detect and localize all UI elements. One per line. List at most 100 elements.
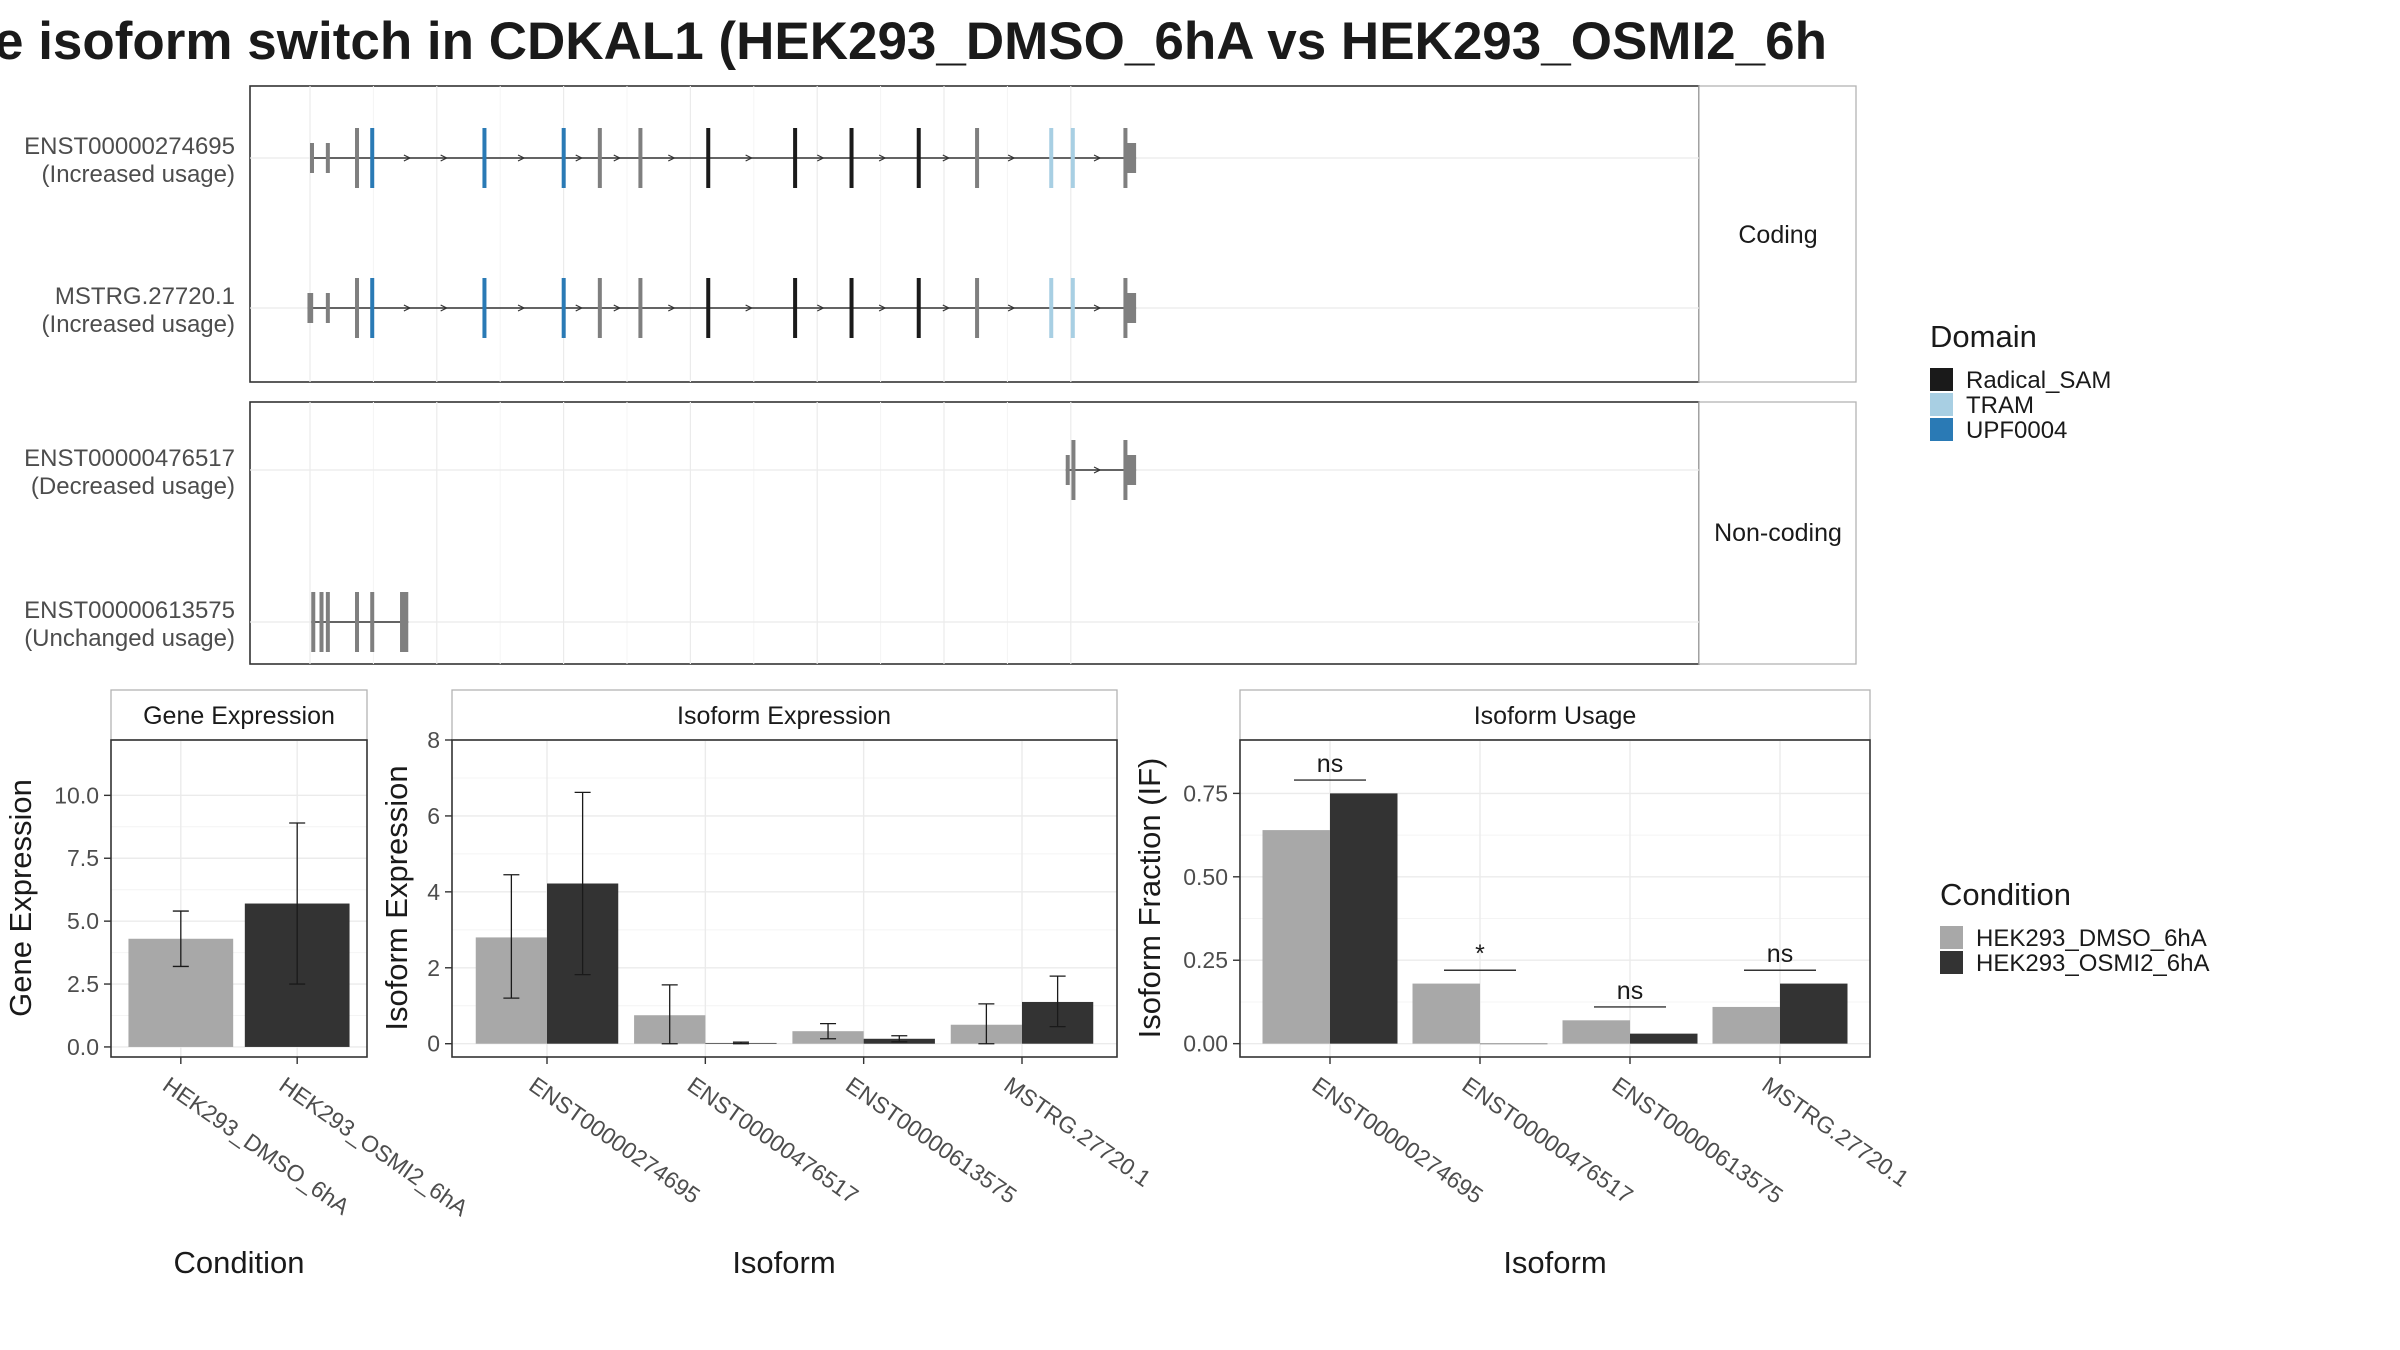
transcript-structure-panel: Coding Non-coding ENST00000274695 (Incre… [24,85,1857,665]
transcript-usage-1: (Increased usage) [42,161,235,188]
x-tick-label: MSTRG.27720.1 [999,1072,1155,1192]
strand-arrow [1093,304,1102,312]
bar-hek293-osmi2-6ha-enst00000476517 [1480,1043,1548,1045]
legend-label-tram: TRAM [1966,392,2034,419]
exon-upf0004 [370,278,375,338]
exon [355,128,360,188]
strand-arrow [575,154,584,162]
transcript-label-4: ENST00000613575 [24,597,235,624]
coding-facet-panel [249,85,1700,383]
exon-radical-sam [793,278,798,338]
strand-arrow [613,304,622,312]
isoform-usage-strip [1239,689,1871,741]
strand-arrow [878,154,887,162]
domain-legend-title: Domain [1930,319,2037,354]
y-tick-label: 6 [427,803,440,829]
strand-arrow [575,304,584,312]
bar-hek293-dmso-6ha-enst00000476517 [1412,983,1480,1044]
isoform-usage-title: Isoform Usage [1474,702,1637,730]
gene-expression-yticks: 0.0 2.5 5.0 7.5 10.0 [54,782,111,1060]
bar-hek293-dmso-6ha-mstrg-27720-1 [1712,1006,1780,1044]
x-tick-label: HEK293_DMSO_6hA [158,1072,355,1221]
bar-hek293-dmso-6ha-enst00000613575 [1562,1020,1630,1044]
bar-hek293-osmi2-6ha-enst00000274695 [1330,793,1398,1044]
y-tick-label: 2 [427,955,440,981]
isoform-usage-xlabel: Isoform [1503,1245,1606,1280]
noncoding-strip [1698,401,1857,665]
strand-arrow [1007,304,1016,312]
x-tick-label: HEK293_OSMI2_6hA [275,1072,474,1222]
exon-tram [1070,278,1075,338]
exon [975,128,980,188]
exon [355,592,360,652]
y-tick-label: 7.5 [67,845,99,871]
isoform-expression-title: Isoform Expression [677,702,891,730]
isoform-expression-yticks: 0 2 4 6 8 [427,727,452,1057]
transcript-usage-4: (Unchanged usage) [24,625,235,652]
domain-legend: Domain Radical_SAM TRAM UPF0004 [1930,319,2111,444]
gene-expression-strip [110,689,368,741]
isoform-expression-xlabel: Isoform [732,1245,835,1280]
exon [370,592,375,652]
isoform-expression-chart: Isoform Expression 0 2 4 6 8 ENST00000274695… [379,689,1156,1280]
exon-tram [1049,278,1054,338]
bar-hek293-osmi2-6ha-enst00000613575 [1630,1033,1698,1044]
x-tick-label: MSTRG.27720.1 [1757,1072,1913,1192]
legend-label-osmi2: HEK293_OSMI2_6hA [1976,950,2209,977]
legend-swatch-upf0004 [1930,418,1953,441]
strand-arrow [942,154,951,162]
exon [638,128,643,188]
strand-arrow [1093,466,1102,474]
noncoding-facet-panel [249,401,1700,665]
exon [597,128,602,188]
transcript-usage-2: (Increased usage) [42,311,235,338]
isoform-usage-xticks: ENST00000274695ENST00000476517ENST000006… [1307,1057,1914,1209]
isoform-expression-bars [475,791,1094,1045]
strand-arrow [817,304,825,312]
strand-arrow [403,154,412,162]
exon-tram [1049,128,1054,188]
legend-label-dmso: HEK293_DMSO_6hA [1976,925,2207,952]
y-tick-label: 0.75 [1183,780,1228,806]
exon-tram [1070,128,1075,188]
exon-radical-sam [916,128,921,188]
legend-swatch-radical-sam [1930,368,1953,391]
y-tick-label: 4 [427,879,440,905]
gene-expression-title: Gene Expression [143,702,335,730]
y-tick-label: 2.5 [67,971,99,997]
strand-arrow [942,304,951,312]
transcript-label-2: MSTRG.27720.1 [55,283,235,310]
exon-upf0004 [561,278,566,338]
strand-arrow [403,304,412,312]
y-tick-label: 10.0 [54,782,99,808]
x-tick-label: ENST00000613575 [841,1072,1021,1209]
exon [975,278,980,338]
y-tick-label: 0 [427,1031,440,1057]
y-tick-label: 0.00 [1183,1031,1228,1057]
legend-swatch-osmi2 [1940,951,1963,974]
exon [1065,455,1070,485]
exon-radical-sam [849,128,854,188]
strand-arrow [440,304,449,312]
isoform-usage-ylabel: Isoform Fraction (IF) [1132,758,1167,1039]
strand-arrow [1007,154,1016,162]
significance-label: ns [1317,750,1343,778]
exon-upf0004 [370,128,375,188]
exon-radical-sam [916,278,921,338]
exon-upf0004 [482,278,487,338]
bar-hek293-osmi2-6ha-mstrg-27720-1 [1780,983,1848,1044]
gene-expression-ylabel: Gene Expression [3,779,38,1017]
exon [325,592,330,652]
exon [310,143,314,173]
strand-arrow [745,154,753,162]
transcript-label-1: ENST00000274695 [24,133,235,160]
coding-strip [1698,85,1857,383]
x-tick-label: ENST00000274695 [524,1072,704,1209]
isoform-usage-bars [1262,793,1848,1045]
isoform-expression-plot-border [451,739,1118,1058]
exon-radical-sam [706,278,711,338]
strand-arrow [517,304,526,312]
exon [319,592,324,652]
noncoding-strip-label: Non-coding [1714,519,1842,547]
